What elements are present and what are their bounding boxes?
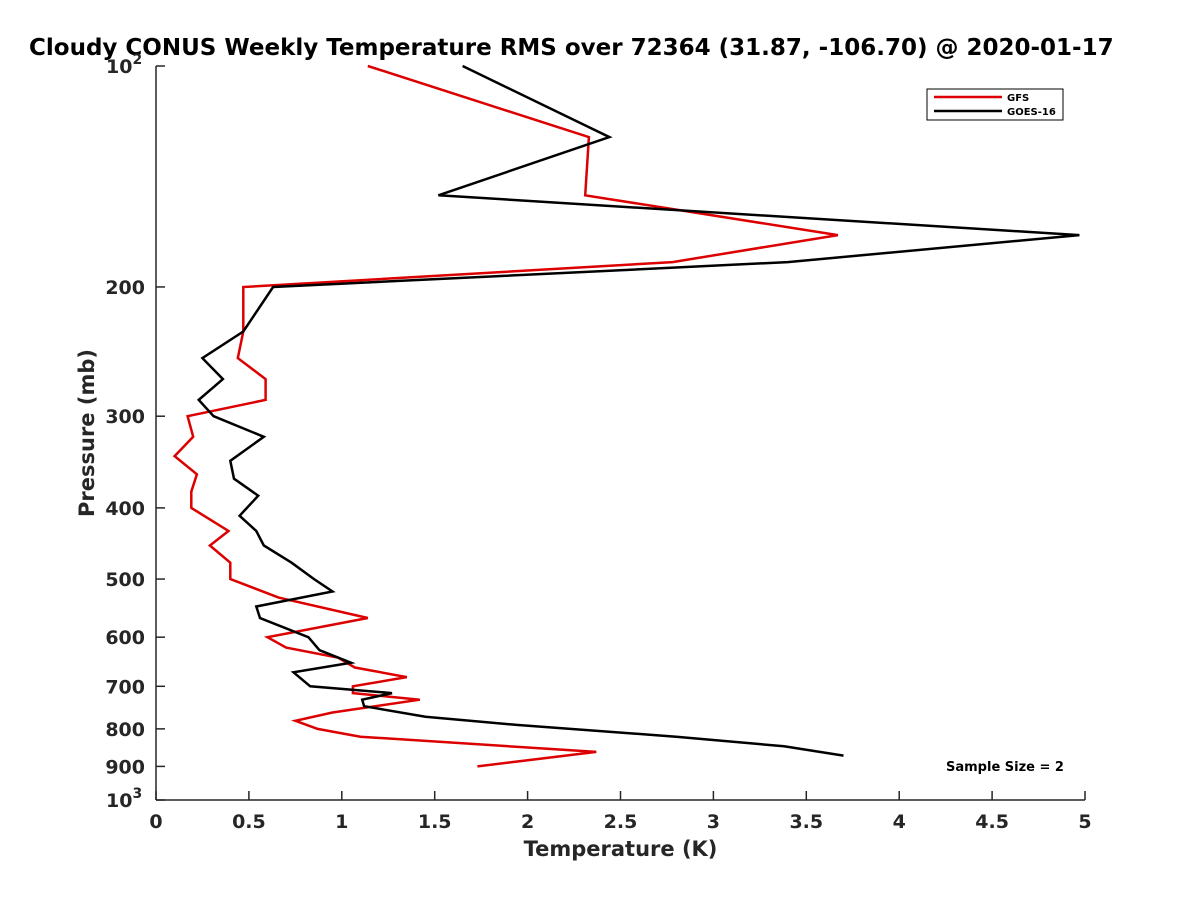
y-tick-label: 300 [105,406,145,428]
y-tick-label: 103 [106,786,142,812]
y-axis-label: Pressure (mb) [75,349,99,517]
legend: GFS GOES-16 [926,88,1064,121]
x-tick-label: 4 [893,811,906,833]
series-line-goes-16 [196,64,1080,757]
y-tick-label: 102 [106,52,142,78]
x-tick-label: 3 [707,811,720,833]
chart-title: Cloudy CONUS Weekly Temperature RMS over… [29,35,1114,61]
legend-label-goes16: GOES-16 [1007,107,1056,118]
series-layer [172,64,1080,768]
x-tick-label: 1.5 [418,811,452,833]
x-tick-label: 0 [149,811,162,833]
x-tick-label: 3.5 [789,811,823,833]
y-tick-label: 900 [105,756,145,778]
y-tick-label: 500 [105,569,145,591]
x-tick-label: 5 [1078,811,1091,833]
y-tick-label: 200 [105,277,145,299]
sample-size-annotation: Sample Size = 2 [946,760,1064,775]
y-tick-label: 600 [105,627,145,649]
y-tick-label: 700 [105,676,145,698]
y-tick-label: 400 [105,498,145,520]
x-tick-label: 2.5 [604,811,638,833]
legend-label-gfs: GFS [1007,93,1029,104]
axes [155,66,1085,801]
ticks: 0 0.5 1 1.5 2 2.5 3 3.5 4 4.5 5 102 200 300 400 500 600 7… [105,52,1091,833]
x-tick-label: 2 [521,811,534,833]
y-tick-label: 800 [105,719,145,741]
x-tick-label: 0.5 [232,811,266,833]
x-axis-label: Temperature (K) [524,837,718,861]
series-line-gfs [172,64,839,768]
x-tick-label: 1 [335,811,348,833]
legend-box [926,88,1064,121]
x-tick-label: 4.5 [975,811,1009,833]
